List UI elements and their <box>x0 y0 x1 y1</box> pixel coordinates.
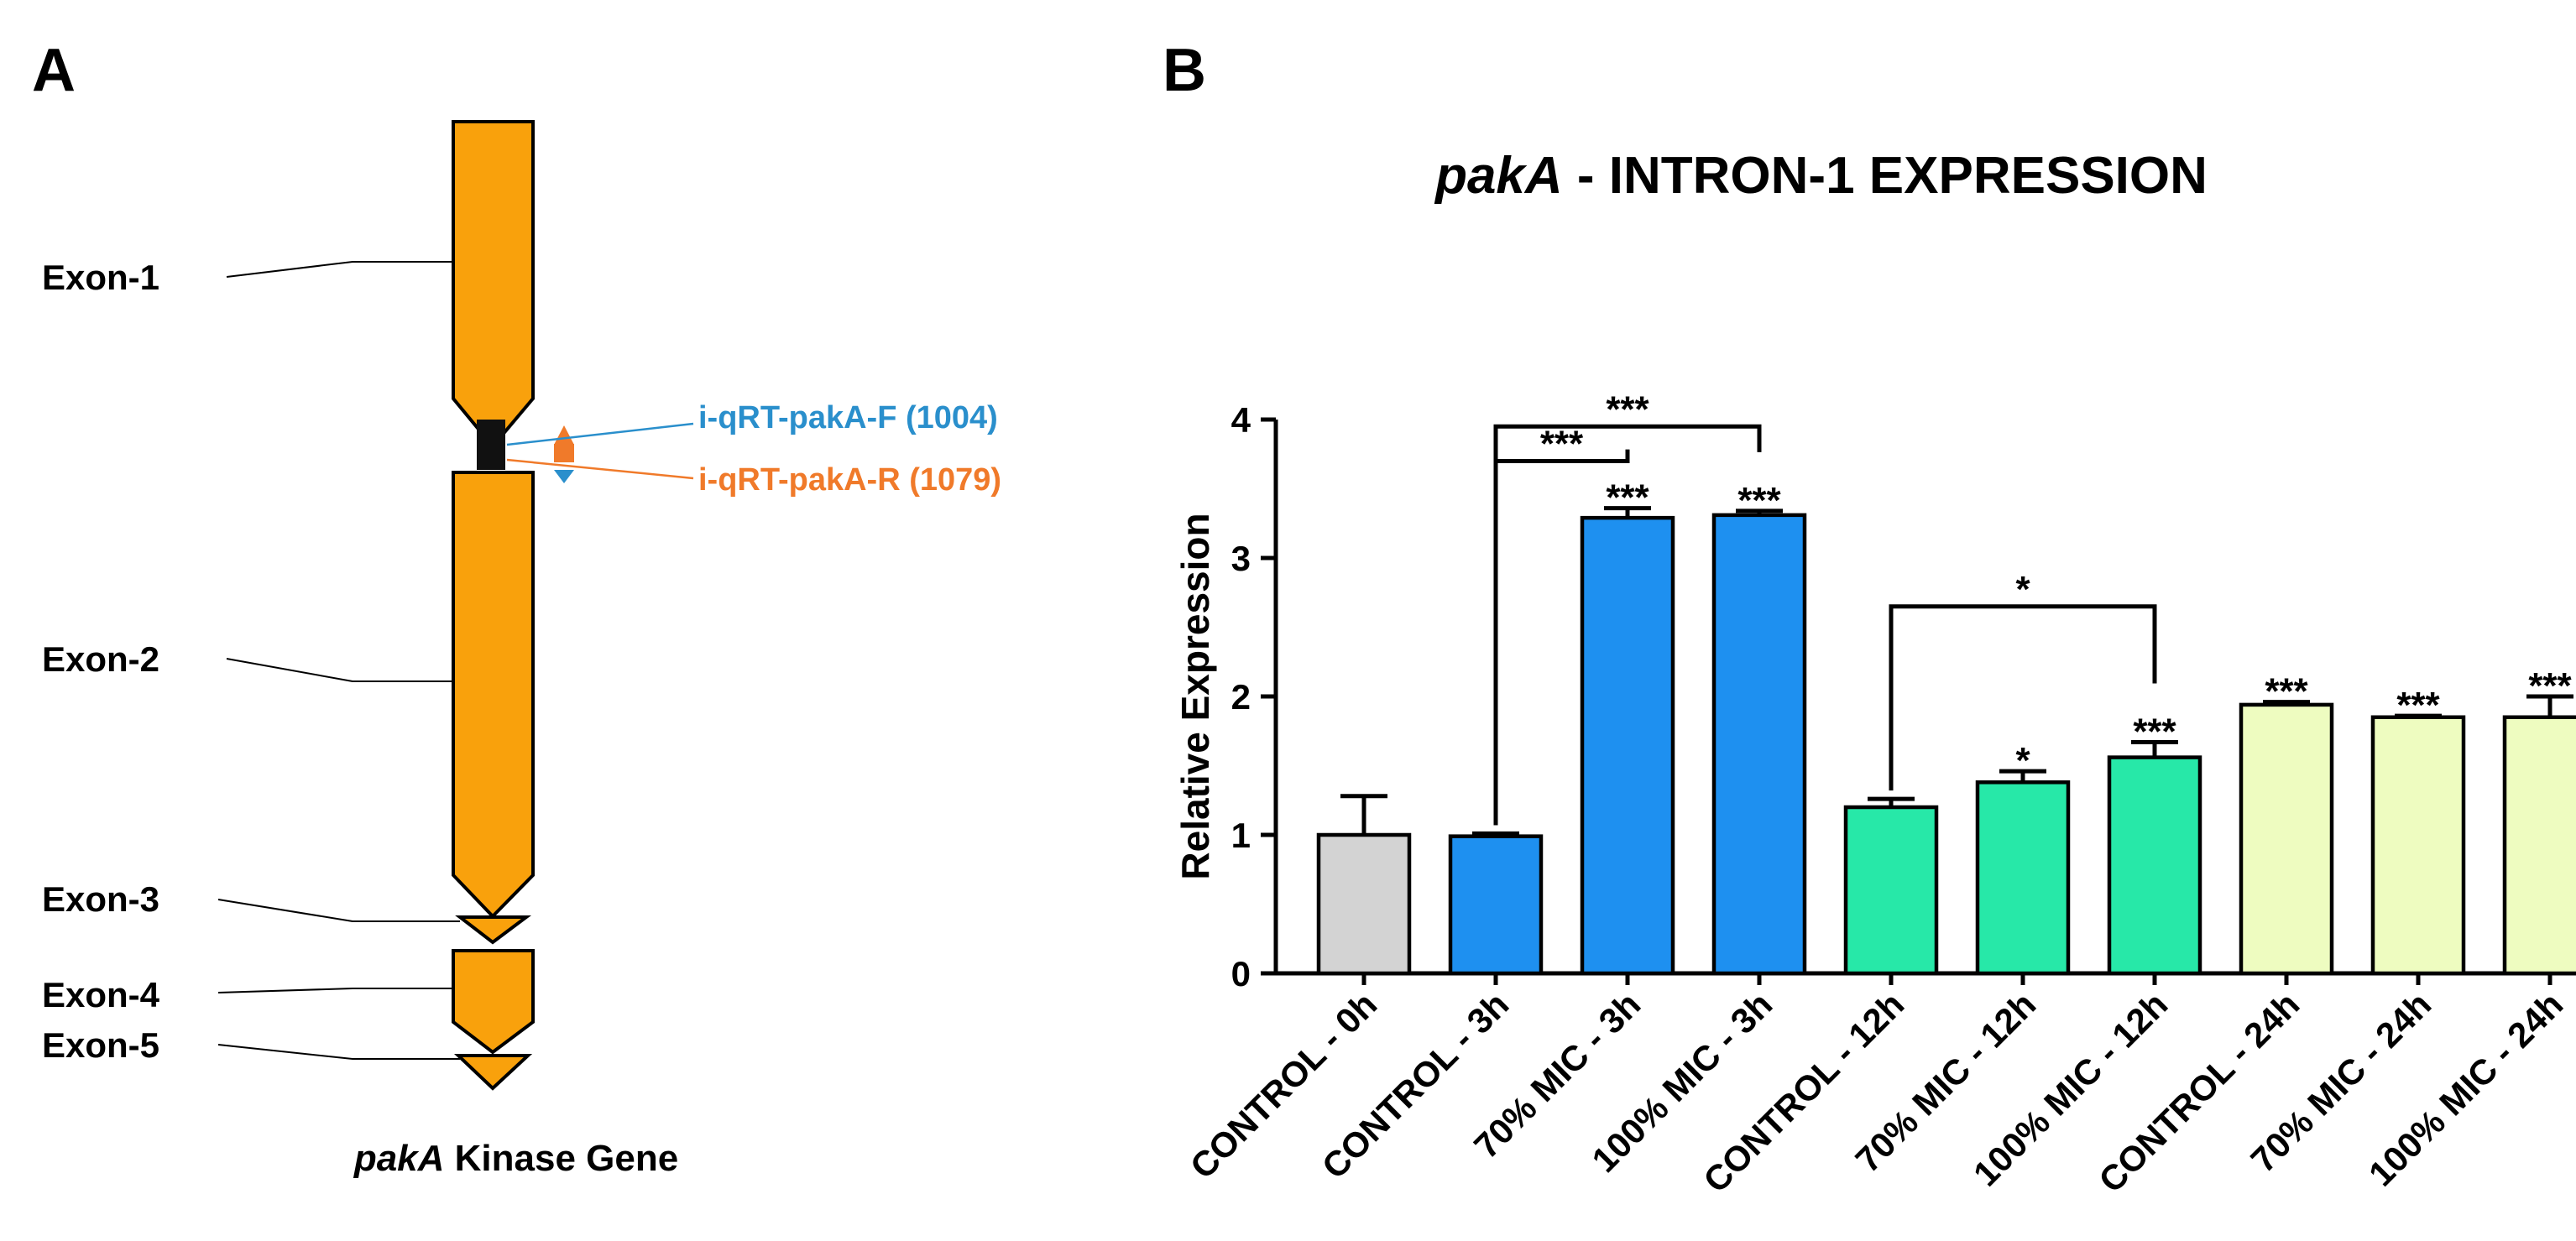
significance-label-8: *** <box>2396 685 2440 726</box>
y-axis-label: Relative Expression <box>1173 513 1217 879</box>
comparison-bracket-1 <box>1493 449 1630 826</box>
bar-9 <box>2502 715 2576 976</box>
primer-f-label: i-qRT-pakA-F (1004) <box>698 400 998 435</box>
bar-3 <box>1711 513 1807 976</box>
primer-r-label: i-qRT-pakA-R (1079) <box>698 462 1001 498</box>
bar-5 <box>1975 780 2071 976</box>
exon-3-label: Exon-3 <box>42 879 159 919</box>
exon-5-leader <box>217 1044 460 1060</box>
chart-title-italic: pakA <box>1434 147 1563 205</box>
exon-3-shape <box>455 915 531 945</box>
panel-b-letter: B <box>1163 37 1206 104</box>
intron-1-shape <box>477 420 505 470</box>
bar-8 <box>2370 715 2466 976</box>
bar-2 <box>1580 515 1675 976</box>
exon-4-shape <box>452 949 535 1055</box>
primer-r-leader <box>506 458 694 480</box>
gene-diagram <box>217 120 694 1091</box>
significance-label-5: * <box>2015 740 2030 781</box>
exon-2-label: Exon-2 <box>42 639 159 679</box>
significance-label-2: *** <box>1606 477 1649 519</box>
exon-2-leader <box>226 658 453 682</box>
exon-5-label: Exon-5 <box>42 1025 159 1065</box>
bar-1 <box>1448 834 1544 976</box>
bar-4 <box>1843 805 1939 976</box>
comparison-label-0: *** <box>1606 388 1649 430</box>
significance-label-9: *** <box>2528 665 2572 707</box>
exon-4-leader <box>217 988 453 993</box>
bar-7 <box>2239 702 2334 976</box>
primer-f-arrow <box>554 470 574 483</box>
exon-1-label: Exon-1 <box>42 258 159 297</box>
y-tick-label-2: 2 <box>1231 677 1251 717</box>
chart-title-rest: - INTRON-1 EXPRESSION <box>1563 147 2208 205</box>
y-tick-label-0: 0 <box>1231 954 1251 993</box>
significance-label-6: *** <box>2133 711 2176 752</box>
gene-caption-italic: pakA <box>353 1138 445 1179</box>
primer-f-marker <box>554 425 574 445</box>
gene-caption: pakA Kinase Gene <box>353 1138 678 1179</box>
comparison-bracket-2 <box>1889 604 2157 791</box>
y-tick-label-4: 4 <box>1231 400 1251 440</box>
significance-label-3: *** <box>1737 480 1781 521</box>
exon-1-shape <box>452 120 535 450</box>
exon-4-label: Exon-4 <box>42 975 160 1014</box>
gene-caption-rest: Kinase Gene <box>444 1138 678 1179</box>
bar-0 <box>1316 832 1412 976</box>
y-tick-label-1: 1 <box>1231 816 1251 855</box>
comparison-label-2: * <box>2015 569 2030 610</box>
exon-3-leader <box>217 899 460 922</box>
exon-5-shape <box>453 1054 533 1091</box>
bar-6 <box>2107 755 2202 976</box>
panel-a-letter: A <box>32 37 76 104</box>
chart-title: pakA - INTRON-1 EXPRESSION <box>1434 147 2208 205</box>
significance-label-7: *** <box>2265 671 2308 712</box>
y-tick-label-3: 3 <box>1231 539 1251 578</box>
primer-f-leader <box>506 422 694 446</box>
exon-1-leader <box>226 261 453 278</box>
comparison-label-1: *** <box>1540 424 1584 465</box>
primer-r-marker <box>554 444 574 462</box>
exon-2-shape <box>452 471 535 919</box>
